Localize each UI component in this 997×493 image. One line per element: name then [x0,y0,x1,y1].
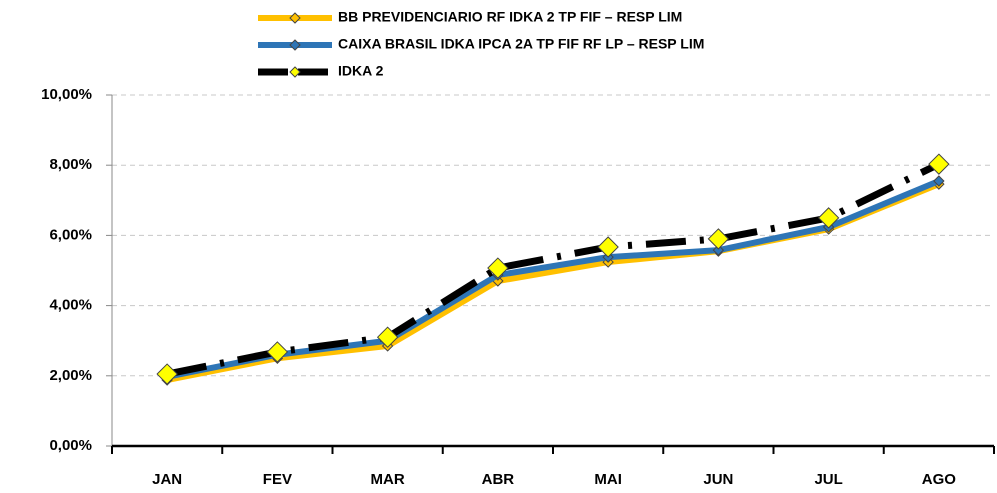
legend-label: IDKA 2 [338,63,384,79]
y-tick-label: 8,00% [49,156,92,173]
marker [928,153,950,175]
series-line [166,161,941,378]
marker [712,244,725,256]
legend-marker [289,66,301,78]
y-tick-label: 4,00% [49,297,92,314]
marker [707,228,730,250]
x-tick-label: MAR [371,471,405,488]
marker [817,207,840,229]
x-tick-label: JAN [152,471,182,488]
legend-label: CAIXA BRASIL IDKA IPCA 2A TP FIF RF LP –… [338,36,704,52]
marker [266,341,289,363]
legend-label: BB PREVIDENCIARIO RF IDKA 2 TP FIF – RES… [338,9,682,25]
x-tick-label: ABR [482,471,515,488]
x-tick-label: AGO [922,471,957,488]
y-tick-label: 6,00% [49,226,92,243]
x-tick-label: MAI [594,471,622,488]
marker [933,175,945,187]
legend-marker [289,39,301,51]
marker [487,257,509,279]
y-tick-label: 0,00% [49,437,92,454]
x-tick-label: JUL [814,471,842,488]
marker [597,236,619,258]
x-tick-label: JUN [703,471,733,488]
x-tick-label: FEV [263,471,292,488]
y-tick-label: 2,00% [49,367,92,384]
series-line [166,178,941,380]
marker [376,326,399,348]
marker [156,363,178,385]
y-tick-label: 10,00% [41,86,92,103]
legend-marker [289,12,301,24]
